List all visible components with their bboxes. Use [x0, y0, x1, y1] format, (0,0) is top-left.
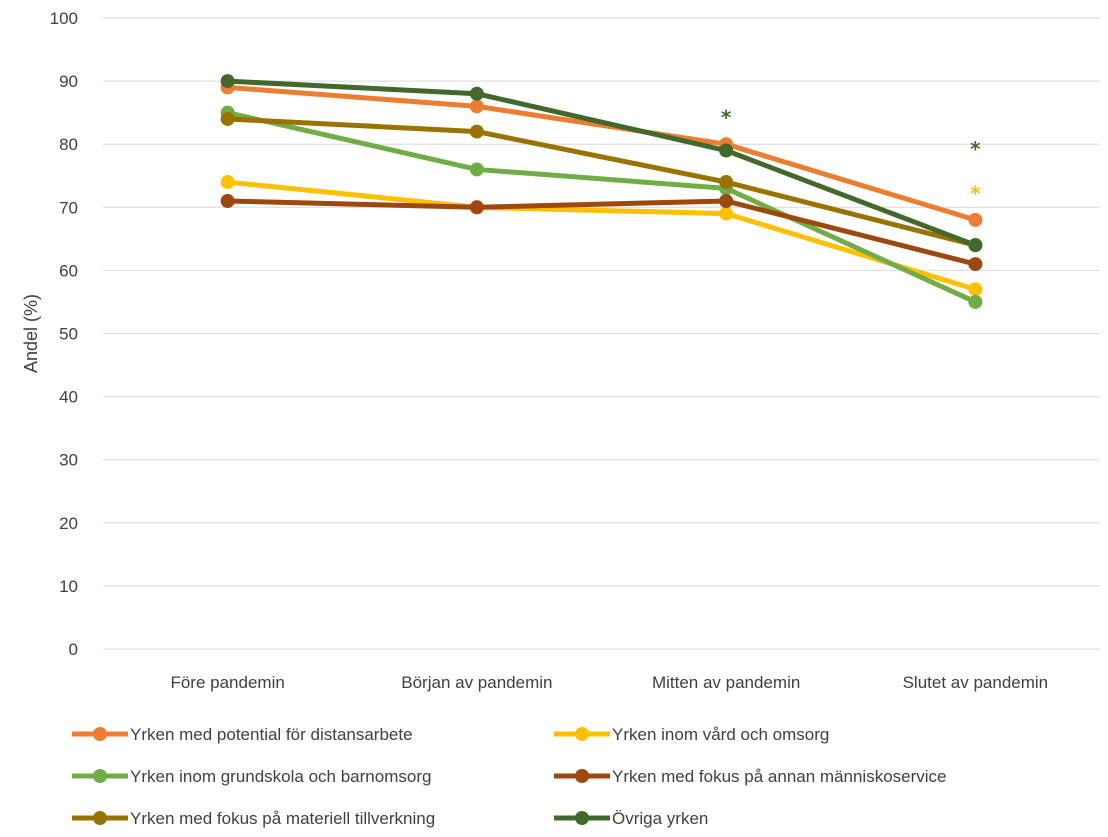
legend-item: Yrken inom vård och omsorg	[554, 725, 829, 744]
series-line	[225, 116, 978, 248]
legend-swatch-marker	[575, 727, 589, 741]
legend-item: Övriga yrken	[554, 809, 708, 828]
data-point	[469, 200, 484, 215]
gridlines	[103, 17, 1100, 650]
y-axis-ticks: 0 10 20 30 40 50 60 70 80 90 100	[50, 9, 78, 659]
legend-swatch-marker	[93, 727, 107, 741]
data-point	[719, 143, 734, 158]
data-point	[719, 193, 734, 208]
legend-label: Yrken med fokus på annan människoservice	[612, 767, 947, 786]
data-point	[968, 282, 983, 297]
legend-swatch-marker	[575, 811, 589, 825]
legend: Yrken med potential för distansarbete Yrk…	[72, 725, 947, 828]
data-point	[968, 238, 983, 253]
legend-label: Yrken med fokus på materiell tillverknin…	[130, 809, 435, 828]
annotation-asterisk: *	[721, 106, 732, 130]
y-tick-label: 100	[50, 9, 78, 28]
data-point	[469, 99, 484, 114]
legend-swatch-marker	[575, 769, 589, 783]
data-point	[220, 111, 235, 126]
legend-item: Yrken med fokus på materiell tillverknin…	[72, 809, 435, 828]
legend-swatch-marker	[93, 769, 107, 783]
legend-label: Yrken inom grundskola och barnomsorg	[130, 767, 431, 786]
annotations: * * *	[721, 106, 981, 206]
legend-label: Övriga yrken	[612, 809, 708, 828]
y-tick-label: 0	[69, 640, 78, 659]
series	[220, 193, 983, 272]
y-axis-label: Andel (%)	[21, 294, 41, 373]
series	[220, 111, 983, 253]
series-line	[225, 78, 978, 248]
series-line	[225, 179, 978, 292]
legend-label: Yrken inom vård och omsorg	[612, 725, 829, 744]
data-point	[968, 257, 983, 272]
x-tick-label: Början av pandemin	[401, 673, 552, 692]
y-tick-label: 60	[59, 261, 78, 280]
x-tick-label: Mitten av pandemin	[652, 673, 800, 692]
x-tick-label: Före pandemin	[170, 673, 284, 692]
y-tick-label: 70	[59, 198, 78, 217]
y-tick-label: 10	[59, 577, 78, 596]
annotation-asterisk: *	[970, 137, 981, 161]
y-tick-label: 20	[59, 514, 78, 533]
x-axis-ticks: Före pandemin Början av pandemin Mitten av…	[170, 673, 1048, 692]
series-line	[225, 110, 978, 305]
data-point	[220, 74, 235, 89]
series-line	[225, 198, 978, 267]
data-point	[469, 162, 484, 177]
x-tick-label: Slutet av pandemin	[903, 673, 1049, 692]
y-tick-label: 90	[59, 72, 78, 91]
series-line	[225, 84, 978, 223]
data-point	[968, 212, 983, 227]
data-point	[220, 175, 235, 190]
data-point	[469, 86, 484, 101]
legend-label: Yrken med potential för distansarbete	[130, 725, 413, 744]
legend-item: Yrken med fokus på annan människoservice	[554, 767, 947, 786]
data-point	[968, 294, 983, 309]
y-tick-label: 40	[59, 388, 78, 407]
series-lines	[220, 74, 983, 309]
data-point	[469, 124, 484, 139]
legend-swatch-marker	[93, 811, 107, 825]
y-tick-label: 50	[59, 325, 78, 344]
data-point	[719, 206, 734, 221]
series	[220, 74, 983, 253]
y-tick-label: 30	[59, 451, 78, 470]
data-point	[220, 193, 235, 208]
data-point	[719, 175, 734, 190]
annotation-asterisk: *	[970, 181, 981, 205]
legend-item: Yrken med potential för distansarbete	[72, 725, 413, 744]
y-tick-label: 80	[59, 135, 78, 154]
legend-item: Yrken inom grundskola och barnomsorg	[72, 767, 431, 786]
